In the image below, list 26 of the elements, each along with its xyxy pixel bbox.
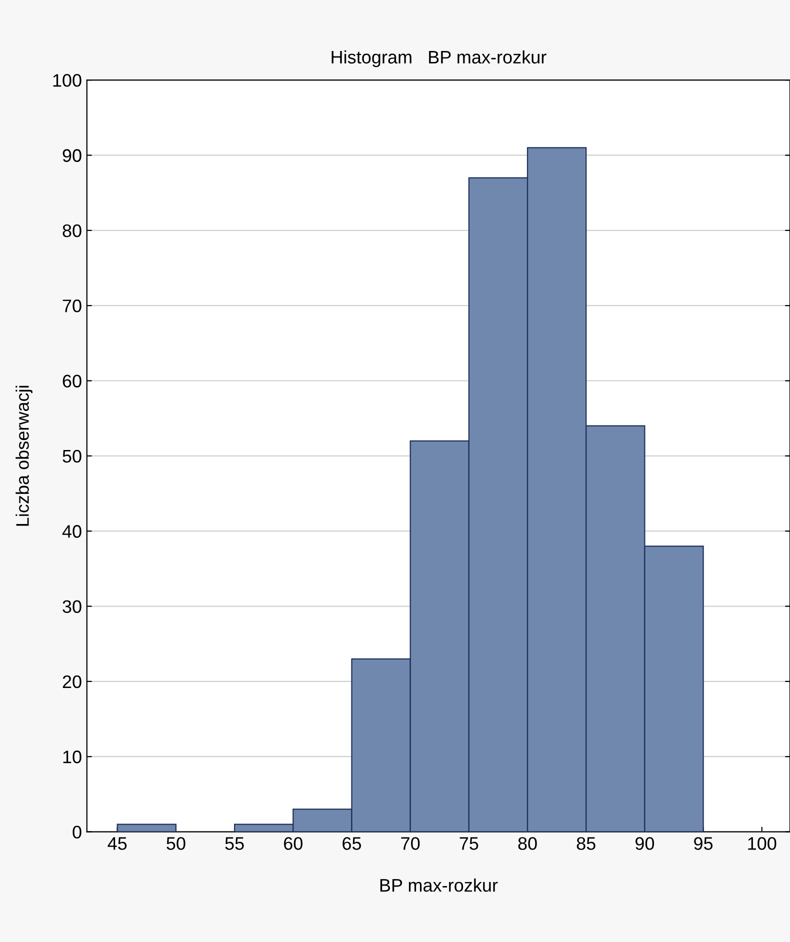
y-tick-label: 70: [62, 300, 82, 312]
x-tick-label: 45: [108, 837, 127, 850]
y-tick-label: 10: [63, 750, 82, 764]
x-tick-label: 70: [401, 837, 420, 850]
y-tick-label: 40: [62, 525, 82, 538]
y-tick-label: 20: [62, 675, 82, 688]
x-tick-label: 80: [518, 837, 537, 850]
y-axis-title: Liczba obserwacji: [16, 386, 32, 526]
x-tick-label: 75: [460, 837, 478, 850]
x-tick-label: 60: [284, 837, 302, 850]
chart-title: Histogram BP max-rozkur: [332, 50, 546, 68]
y-tick-label: 50: [62, 450, 82, 463]
y-tick-label: 90: [62, 149, 82, 162]
x-tick-label: 90: [636, 837, 654, 850]
y-tick-label: 100: [53, 74, 82, 87]
x-axis-title: BP max-rozkur: [380, 878, 498, 892]
x-tick-label: 65: [342, 837, 362, 850]
y-tick-label: 0: [72, 826, 82, 839]
x-tick-label: 95: [694, 837, 713, 850]
y-tick-label: 30: [62, 600, 82, 613]
x-tick-label: 85: [576, 837, 596, 850]
y-tick-label: 60: [62, 374, 82, 388]
y-tick-label: 80: [62, 224, 82, 238]
x-tick-label: 50: [166, 837, 186, 850]
x-tick-label: 55: [225, 837, 244, 850]
x-tick-label: 100: [748, 837, 776, 850]
